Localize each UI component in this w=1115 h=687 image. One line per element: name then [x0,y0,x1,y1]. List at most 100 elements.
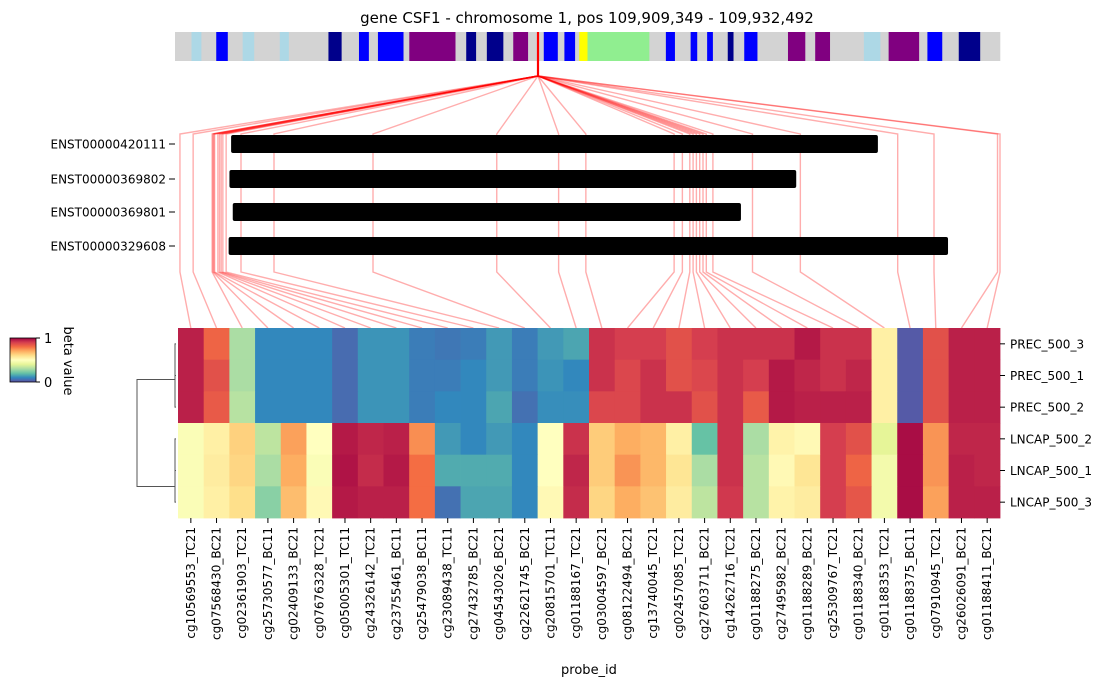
heatmap-cell [563,486,590,519]
track-block [942,32,960,61]
heatmap-cell [332,391,359,424]
heatmap-cell [589,328,616,361]
heatmap-cell [409,454,436,487]
heatmap-cell [922,486,950,519]
heatmap-cell [537,454,564,487]
heatmap-cell [640,391,667,424]
track-block [787,32,806,61]
heatmap-cell [280,454,307,487]
heatmap-cell [563,423,590,456]
heatmap-cell [460,328,487,361]
heatmap-cell [845,454,872,487]
heatmap-cell [974,423,1001,456]
heatmap-cell [717,328,744,361]
heatmap-cell [794,454,821,487]
heatmap-cell [717,454,744,487]
heatmap-cell [460,486,487,519]
probe-connector [537,75,860,329]
heatmap-cell [511,454,539,487]
column-label: cg25730577_BC11 [261,527,275,640]
column-label: cg07568430_BC21 [210,527,224,640]
track-block [201,32,217,61]
track-block [191,32,202,61]
heatmap-cell [332,486,359,519]
track-block [476,32,488,61]
row-label: PREC_500_2 [1010,401,1084,415]
colorbar-gradient [9,337,37,383]
heatmap-cell [563,328,590,361]
column-label: cg02457085_TC21 [672,527,686,639]
heatmap-cell [666,486,693,519]
track-block [557,32,565,61]
track-block [254,32,281,61]
heatmap-cell [640,359,667,392]
probe-connector [537,75,999,329]
heatmap-cell [897,423,924,456]
colorbar-tick-label: 1 [44,332,52,347]
track-block [919,32,928,61]
track-block [674,32,691,61]
heatmap-cell [255,454,282,487]
probe-connector [372,75,539,329]
probe-connector [537,75,757,329]
track-block [368,32,379,61]
heatmap-cell [794,391,821,424]
heatmap-cell [203,486,230,519]
column-label: cg01188411_BC21 [980,527,994,640]
track-block [341,32,360,61]
track-block [175,32,192,61]
heatmap-cell [357,328,384,361]
heatmap-cell [743,328,770,361]
heatmap-cell [666,423,693,456]
track-block [288,32,329,61]
heatmap-cell [640,423,667,456]
heatmap-cell [768,359,795,392]
probe-connector [537,75,937,329]
row-label: PREC_500_3 [1010,337,1084,351]
probe-connector [537,75,834,329]
row-labels: PREC_500_3 PREC_500_1 PREC_500_2 LNCAP_500_… [1000,337,1092,510]
heatmap-cell [409,486,436,519]
heatmap-cell [409,391,436,424]
heatmap-cell [897,391,924,424]
column-label: cg27432785_BC21 [466,527,480,640]
column-label: cg01188289_BC21 [800,527,814,640]
transcript-bar [228,237,949,255]
heatmap-cell [460,391,487,424]
row-label: LNCAP_500_2 [1010,432,1092,446]
heatmap-cell [768,486,795,519]
track-block [712,32,729,61]
heatmap-cell [255,328,282,361]
colorbar-label: beta value [60,327,75,396]
dendrogram-branch [136,379,175,487]
probe-connector [225,75,539,329]
track-block [216,32,229,61]
track-block [242,32,255,61]
track-block [980,32,1001,61]
heatmap-cell [717,486,744,519]
heatmap-cell [871,328,898,361]
heatmap-cell [434,486,461,519]
heatmap-cell [871,454,898,487]
heatmap-cell [255,486,282,519]
track-block [579,32,588,61]
heatmap-cell [434,423,461,456]
heatmap-cell [845,328,872,361]
heatmap-cell [434,454,461,487]
column-label: cg13740045_TC21 [646,527,660,639]
heatmap-cell [306,328,333,361]
heatmap-cell [640,328,667,361]
heatmap-cell [537,328,564,361]
heatmap-cell [614,328,641,361]
heatmap-cell [794,423,821,456]
column-label: cg03004597_BC21 [595,527,609,640]
heatmap-cell [306,359,333,392]
heatmap-cell [203,359,230,392]
heatmap-cell [974,486,1001,519]
probe-connector [537,75,731,329]
transcript-label: ENST00000369801 [51,206,167,220]
track-block [665,32,676,61]
heatmap-cell [229,454,256,487]
heatmap-cell [820,391,847,424]
heatmap-cell [948,454,975,487]
